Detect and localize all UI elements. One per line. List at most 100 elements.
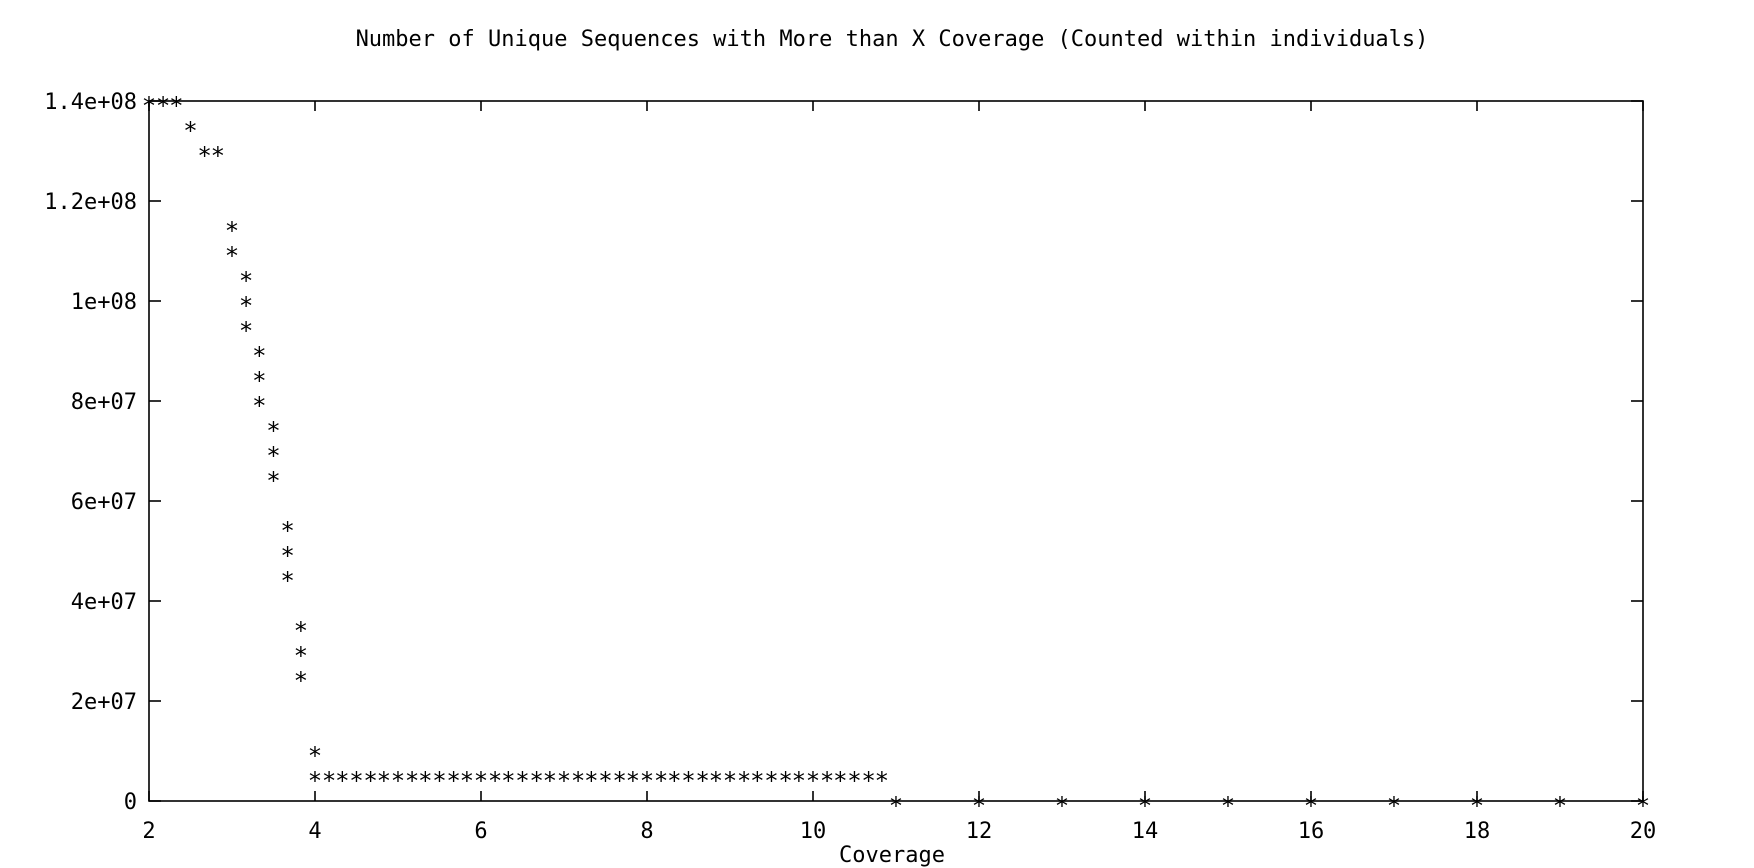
data-points: * ************************ ** * ** * ** * ** * ** *… bbox=[142, 92, 1650, 820]
data-point: * bbox=[889, 792, 903, 820]
data-point: * bbox=[861, 767, 875, 795]
data-point: * bbox=[322, 767, 336, 795]
data-point: * bbox=[792, 767, 806, 795]
data-point: * bbox=[1387, 792, 1401, 820]
data-point: * bbox=[875, 767, 889, 795]
data-point: * bbox=[169, 92, 183, 120]
data-point: * bbox=[225, 242, 239, 270]
data-point: * bbox=[557, 767, 571, 795]
data-point: * bbox=[405, 767, 419, 795]
data-point: * bbox=[474, 767, 488, 795]
data-point: * bbox=[239, 292, 253, 320]
x-tick-label: 16 bbox=[1298, 819, 1325, 844]
data-point: * bbox=[820, 767, 834, 795]
y-tick-label: 2e+07 bbox=[71, 690, 137, 715]
y-axis-ticks: 0 2e+07 4e+07 6e+07 8e+07 1e+08 1.2e+08 1.4e+08 bbox=[44, 90, 1643, 815]
data-point: * bbox=[239, 317, 253, 345]
y-tick-label: 6e+07 bbox=[71, 490, 137, 515]
data-point: * bbox=[335, 767, 349, 795]
data-point: * bbox=[750, 767, 764, 795]
x-tick-label: 6 bbox=[474, 819, 487, 844]
data-point: * bbox=[667, 767, 681, 795]
data-point: * bbox=[432, 767, 446, 795]
data-point: * bbox=[266, 467, 280, 495]
data-point: * bbox=[294, 642, 308, 670]
data-point: * bbox=[501, 767, 515, 795]
x-axis-label: Coverage bbox=[839, 843, 945, 868]
x-axis-ticks: 2 4 6 8 10 12 14 16 18 20 bbox=[142, 101, 1656, 844]
y-tick-label: 1e+08 bbox=[71, 290, 137, 315]
data-point: * bbox=[833, 767, 847, 795]
data-point: * bbox=[252, 392, 266, 420]
y-tick-label: 8e+07 bbox=[71, 390, 137, 415]
data-point: * bbox=[709, 767, 723, 795]
data-point: * bbox=[972, 792, 986, 820]
data-point: * bbox=[308, 767, 322, 795]
data-point: * bbox=[280, 567, 294, 595]
x-tick-label: 4 bbox=[308, 819, 321, 844]
data-point: * bbox=[626, 767, 640, 795]
data-point: * bbox=[211, 142, 225, 170]
x-tick-label: 20 bbox=[1630, 819, 1657, 844]
data-point: * bbox=[418, 767, 432, 795]
data-point: * bbox=[363, 767, 377, 795]
x-tick-label: 10 bbox=[800, 819, 827, 844]
data-point: * bbox=[654, 767, 668, 795]
data-point: * bbox=[723, 767, 737, 795]
data-point: * bbox=[543, 767, 557, 795]
data-point: * bbox=[1221, 792, 1235, 820]
data-point: * bbox=[294, 667, 308, 695]
data-point: * bbox=[142, 92, 156, 120]
data-point: * bbox=[571, 767, 585, 795]
data-point: * bbox=[515, 767, 529, 795]
data-point: * bbox=[252, 367, 266, 395]
data-point: * bbox=[197, 142, 211, 170]
data-point: * bbox=[488, 767, 502, 795]
data-point: * bbox=[640, 767, 654, 795]
data-point: * bbox=[349, 767, 363, 795]
data-point: * bbox=[156, 92, 170, 120]
data-point: * bbox=[681, 767, 695, 795]
data-point: * bbox=[280, 517, 294, 545]
data-point: * bbox=[225, 217, 239, 245]
data-point: * bbox=[1553, 792, 1567, 820]
data-point: * bbox=[695, 767, 709, 795]
y-tick-label: 4e+07 bbox=[71, 590, 137, 615]
data-point: * bbox=[847, 767, 861, 795]
data-point: * bbox=[1138, 792, 1152, 820]
data-point: * bbox=[446, 767, 460, 795]
data-point: * bbox=[598, 767, 612, 795]
data-point: * bbox=[806, 767, 820, 795]
x-tick-label: 14 bbox=[1132, 819, 1159, 844]
x-tick-label: 18 bbox=[1464, 819, 1491, 844]
data-point: * bbox=[737, 767, 751, 795]
y-tick-label: 1.2e+08 bbox=[44, 190, 137, 215]
data-point: * bbox=[308, 742, 322, 770]
x-tick-label: 8 bbox=[640, 819, 653, 844]
data-point: * bbox=[584, 767, 598, 795]
data-point: * bbox=[252, 342, 266, 370]
y-tick-label: 0 bbox=[124, 790, 137, 815]
data-point: * bbox=[266, 417, 280, 445]
data-point: * bbox=[239, 267, 253, 295]
data-point: * bbox=[1055, 792, 1069, 820]
data-point: * bbox=[377, 767, 391, 795]
data-point: * bbox=[266, 442, 280, 470]
data-point: * bbox=[612, 767, 626, 795]
y-tick-label: 1.4e+08 bbox=[44, 90, 137, 115]
data-point: * bbox=[1470, 792, 1484, 820]
x-tick-label: 2 bbox=[142, 819, 155, 844]
data-point: * bbox=[183, 117, 197, 145]
data-point: * bbox=[294, 617, 308, 645]
x-tick-label: 12 bbox=[966, 819, 993, 844]
data-point: * bbox=[1304, 792, 1318, 820]
data-point: * bbox=[764, 767, 778, 795]
data-point: * bbox=[280, 542, 294, 570]
data-point: * bbox=[391, 767, 405, 795]
plot-frame bbox=[149, 101, 1643, 801]
data-point: * bbox=[1636, 792, 1650, 820]
data-point: * bbox=[460, 767, 474, 795]
data-point: * bbox=[529, 767, 543, 795]
data-point: * bbox=[778, 767, 792, 795]
